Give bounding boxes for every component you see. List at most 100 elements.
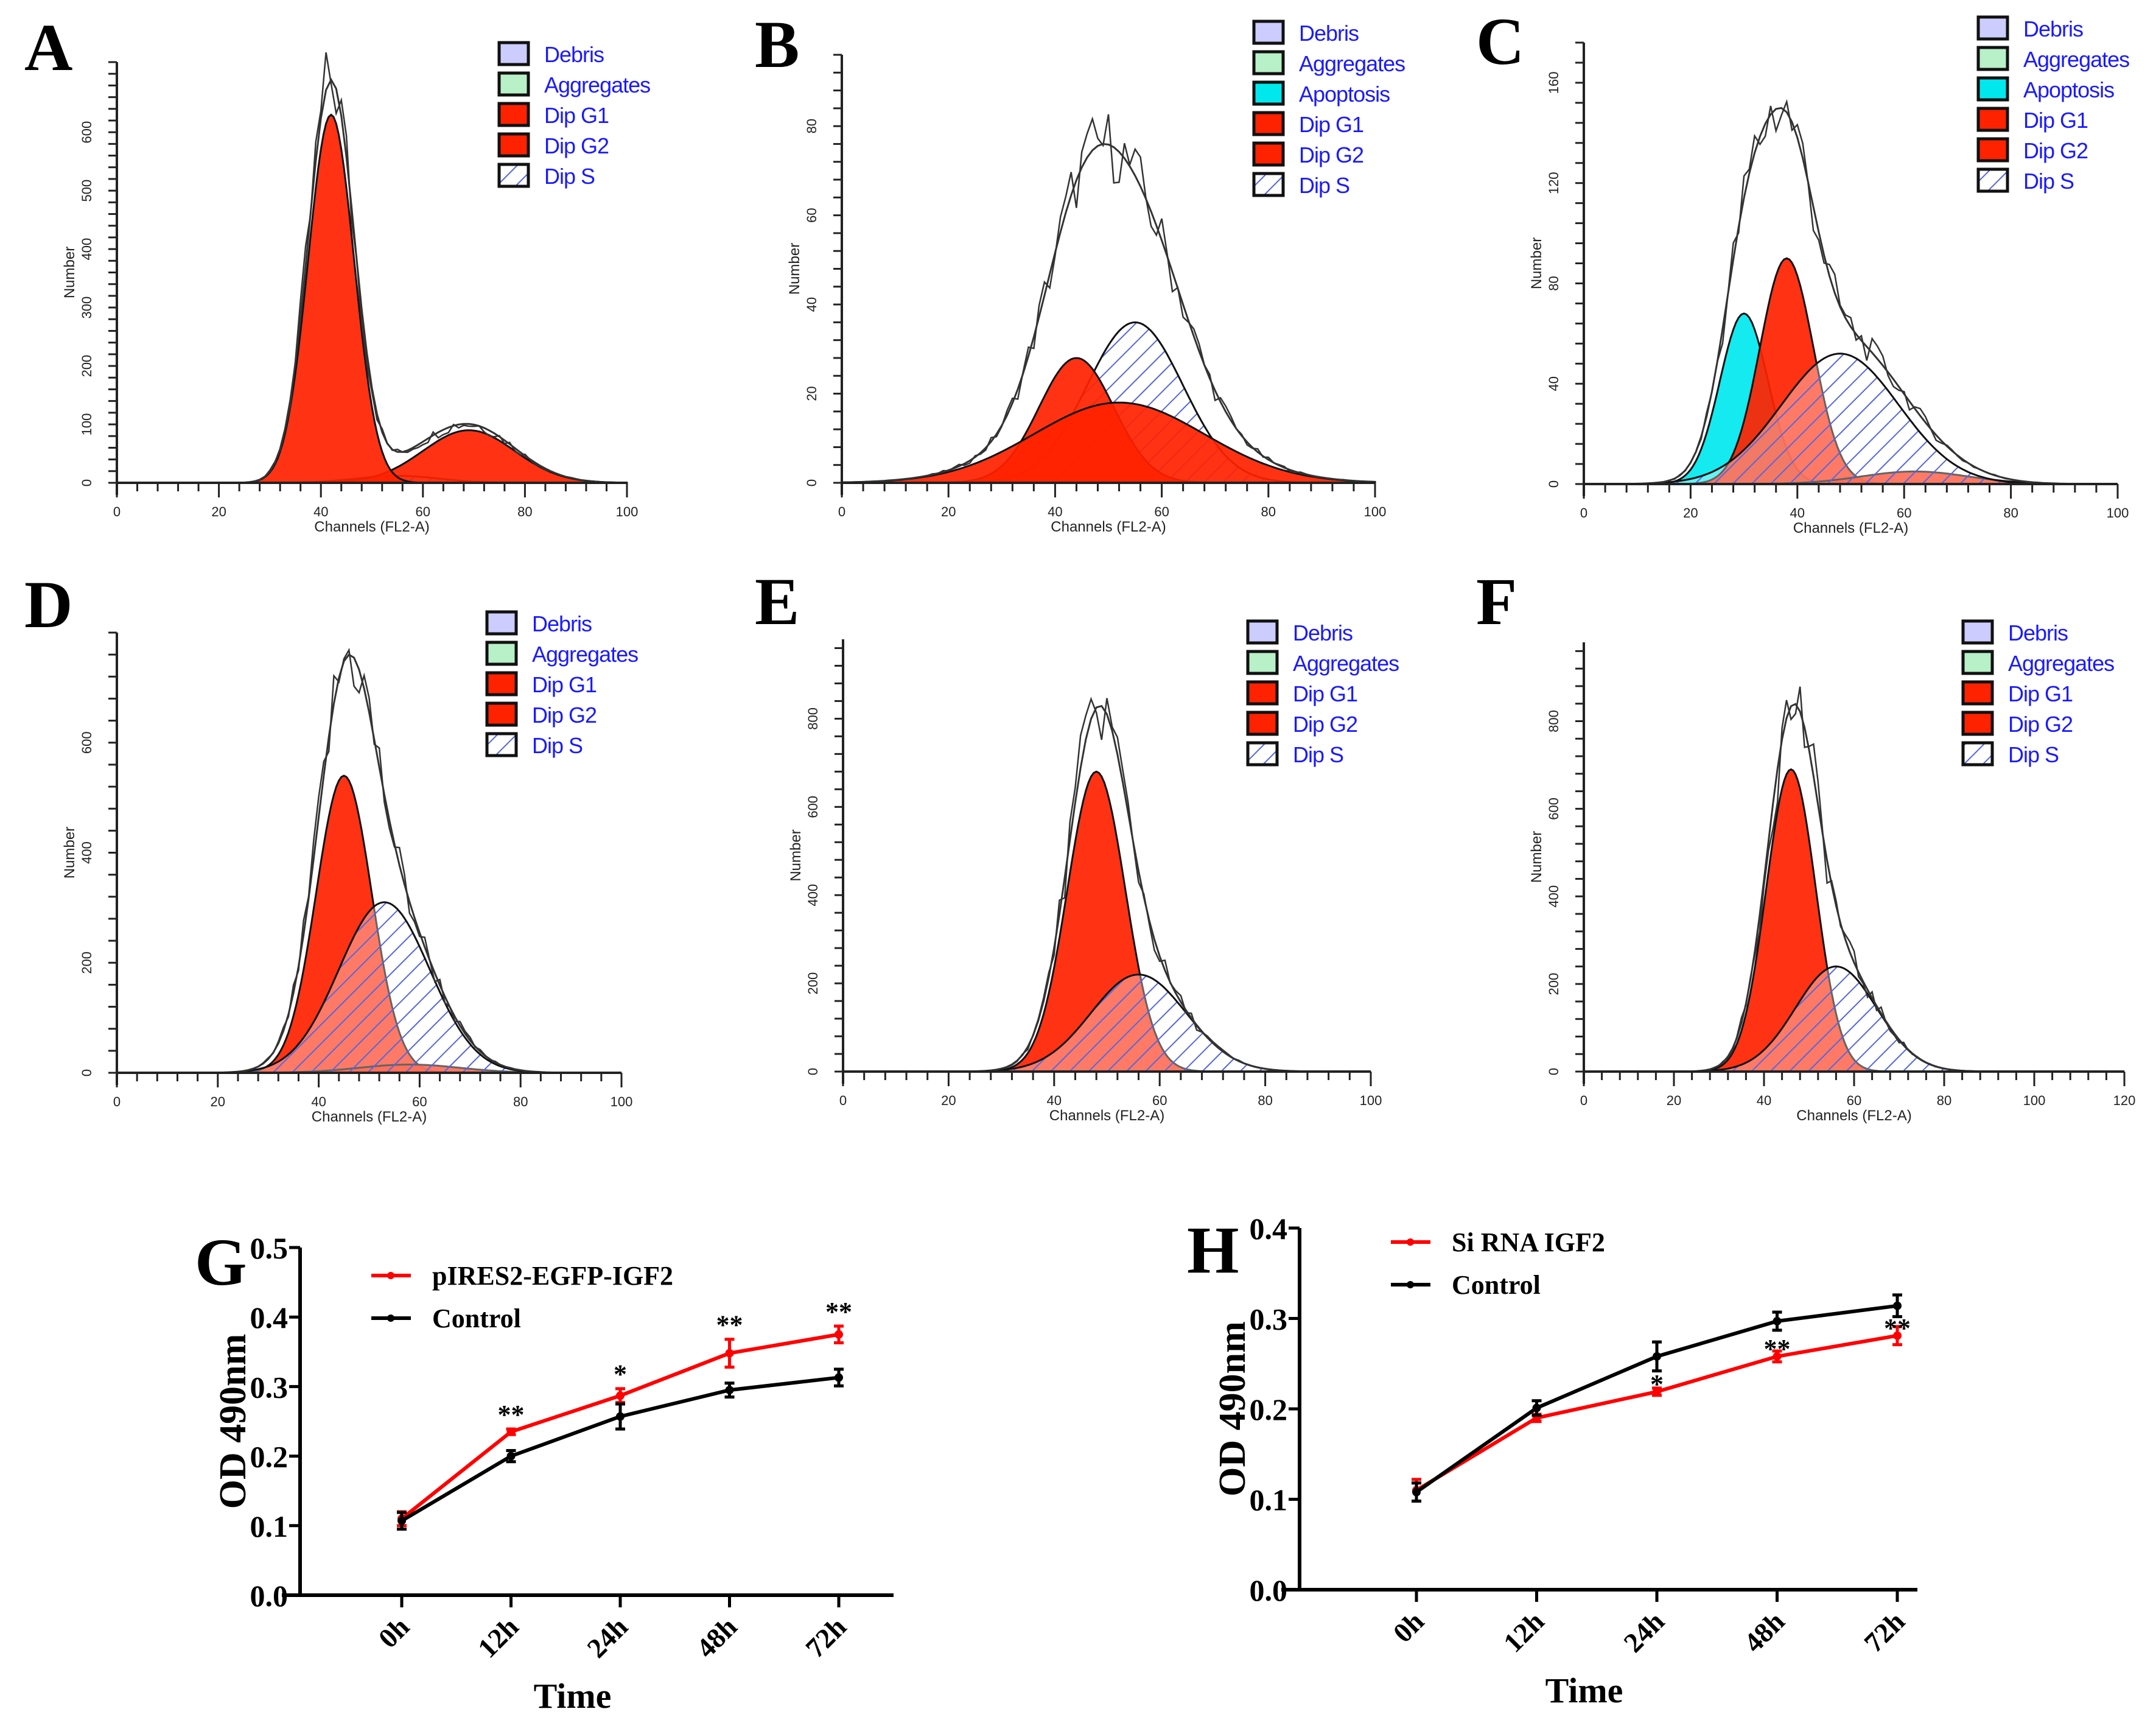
legend-swatch-dip-g1 [1252,111,1285,136]
y-tick-label: 200 [805,972,821,995]
y-tick-label: 0 [79,1069,94,1076]
legend-swatch-dip-g2 [1976,137,2009,163]
legend-label: Control [432,1304,521,1333]
panel-a: A 0 20 40 60 80 100 0 100 200 300 400 500 600 Channels… [24,10,651,535]
legend-swatch-dip-g2 [1961,711,1994,736]
series-control: Control [1391,1270,1902,1503]
x-axis-label: Channels (FL2-A) [1793,520,1908,536]
x-axis-label: Channels (FL2-A) [314,519,429,535]
y-axis-label: Number [786,243,803,295]
y-axis-label: Number [61,247,78,298]
legend-label: Dip G1 [544,103,609,128]
legend-swatch-dip-s [1976,167,2009,193]
y-tick-label: 800 [1546,710,1561,732]
data-point [506,1427,516,1436]
legend-label: Apoptosis [1299,82,1390,107]
legend-swatch-debris [485,610,518,636]
x-tick-label: 0 [1580,1093,1587,1108]
x-tick-label: 80 [513,1094,528,1109]
y-tick-label: 0 [79,479,94,486]
x-axis-label: Channels (FL2-A) [1049,1107,1164,1124]
y-tick-label: 400 [79,841,94,864]
legend-label: Dip G2 [544,133,609,158]
significance-marker: * [1650,1369,1664,1399]
legend-swatch-dip-s [497,163,530,188]
y-tick-label: 80 [1546,276,1561,290]
y-tick-label: 600 [805,796,821,818]
legend-label: Debris [2023,16,2083,41]
legend: Debris Aggregates Apoptosis Dip G1 Dip G2 Dip… [1252,19,1405,198]
panel-label: C [1476,4,1524,79]
legend: Debris Aggregates Apoptosis Dip G1 Dip G2 Dip… [1976,15,2130,194]
y-tick-label: 300 [79,297,94,319]
x-tick-label: 0 [839,1093,847,1108]
y-tick-label: 0 [1546,480,1561,488]
legend-swatch-dip-g2 [497,132,530,158]
x-axis-label: Channels (FL2-A) [1051,519,1166,535]
y-tick-label: 0.3 [250,1370,289,1404]
legend-swatch-aggregates [1252,50,1285,75]
x-tick-label: 60 [416,504,430,519]
x-axis-label: Time [1545,1671,1623,1710]
y-tick-label: 60 [804,208,819,222]
observed-histogram-line [1584,99,2118,485]
legend-label: Dip G2 [1299,142,1363,167]
panel-label: D [24,567,72,642]
data-point [397,1516,406,1525]
x-tick-label: 0 [113,504,121,519]
legend-label: Aggregates [2008,651,2114,676]
y-tick-label: 20 [804,386,819,401]
x-tick-label: 0 [838,504,845,519]
y-tick-label: 400 [805,884,821,907]
x-tick-label: 40 [1048,504,1062,519]
x-tick-label: 100 [2107,505,2129,521]
legend-label: Aggregates [532,642,638,667]
legend-marker [1407,1281,1414,1288]
y-tick-label: 0.5 [250,1231,289,1265]
legend-label: Dip S [1293,742,1343,767]
legend-swatch-aggregates [497,71,530,97]
x-tick-label: 120 [2113,1093,2136,1108]
x-tick-label: 100 [2023,1093,2046,1108]
y-tick-label: 200 [1546,973,1561,995]
y-tick-label: 0 [805,1068,821,1075]
x-tick-label: 100 [1360,1093,1382,1108]
y-tick-label: 200 [79,952,94,974]
legend-swatch-apoptosis [1252,80,1285,106]
legend-swatch-aggregates [1246,650,1279,675]
y-tick-label: 120 [1546,172,1561,194]
y-tick-label: 400 [79,238,94,261]
legend-label: pIRES2-EGFP-IGF2 [432,1261,673,1291]
legend-label: Aggregates [544,72,650,97]
legend-label: Dip G2 [2008,712,2073,737]
legend-label: Dip S [2023,169,2074,194]
significance-marker: ** [1764,1334,1791,1364]
x-axis-label: Time [534,1676,612,1716]
data-point [725,1386,734,1395]
x-axis-label: Channels (FL2-A) [1796,1107,1911,1124]
y-tick-label: 200 [79,355,94,377]
y-axis-label: Number [61,827,78,879]
x-tick-label: 100 [1364,504,1387,519]
legend-label: Dip G2 [1293,712,1357,737]
significance-marker: ** [498,1400,525,1430]
panel-b: B 0 20 40 60 80 100 0 20 40 60 80 Channels (FL2-A) Nu… [755,7,1405,535]
legend-swatch-debris [1252,19,1285,45]
legend-label: Dip G2 [532,703,597,728]
data-point [1653,1352,1661,1361]
panel-label: G [195,1225,247,1299]
legend-swatch-dip-g1 [497,102,530,127]
x-tick-label: 80 [1261,504,1276,519]
y-tick-label: 500 [79,180,94,202]
legend: Debris Aggregates Dip G1 Dip G2 Dip S [497,41,651,189]
legend-swatch-dip-s [1246,741,1279,767]
y-tick-label: 40 [1546,376,1561,391]
y-tick-label: 600 [1546,798,1561,820]
y-tick-label: 600 [79,121,94,144]
observed-histogram-line [841,114,1376,483]
x-tick-label: 12h [1497,1606,1550,1659]
x-tick-label: 0 [113,1094,121,1109]
legend-marker [387,1315,394,1322]
legend-label: Aggregates [1299,51,1405,76]
